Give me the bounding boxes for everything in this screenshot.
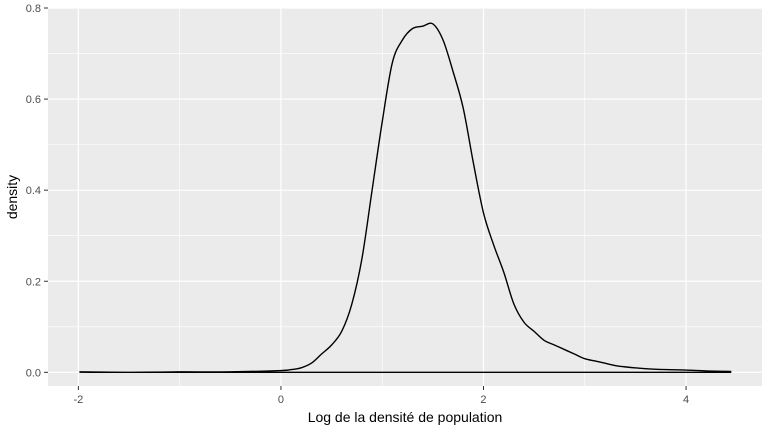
y-tick-label: 0.6 bbox=[26, 94, 41, 106]
y-tick-label: 0.0 bbox=[26, 367, 41, 379]
x-tick-label: 2 bbox=[480, 394, 486, 406]
y-axis-title: density bbox=[4, 175, 20, 219]
y-tick-label: 0.4 bbox=[26, 185, 41, 197]
x-tick-label: 4 bbox=[683, 394, 689, 406]
y-axis: 0.0 0.2 0.4 0.6 0.8 bbox=[26, 3, 48, 379]
plot-panel bbox=[48, 8, 762, 386]
y-tick-label: 0.2 bbox=[26, 276, 41, 288]
x-axis-title: Log de la densité de population bbox=[308, 409, 503, 425]
minor-gridlines bbox=[48, 8, 762, 386]
x-axis: -2 0 2 4 bbox=[73, 386, 689, 406]
x-tick-label: 0 bbox=[278, 394, 284, 406]
y-tick-label: 0.8 bbox=[26, 3, 41, 15]
x-tick-label: -2 bbox=[73, 394, 83, 406]
density-curve bbox=[79, 22, 732, 374]
